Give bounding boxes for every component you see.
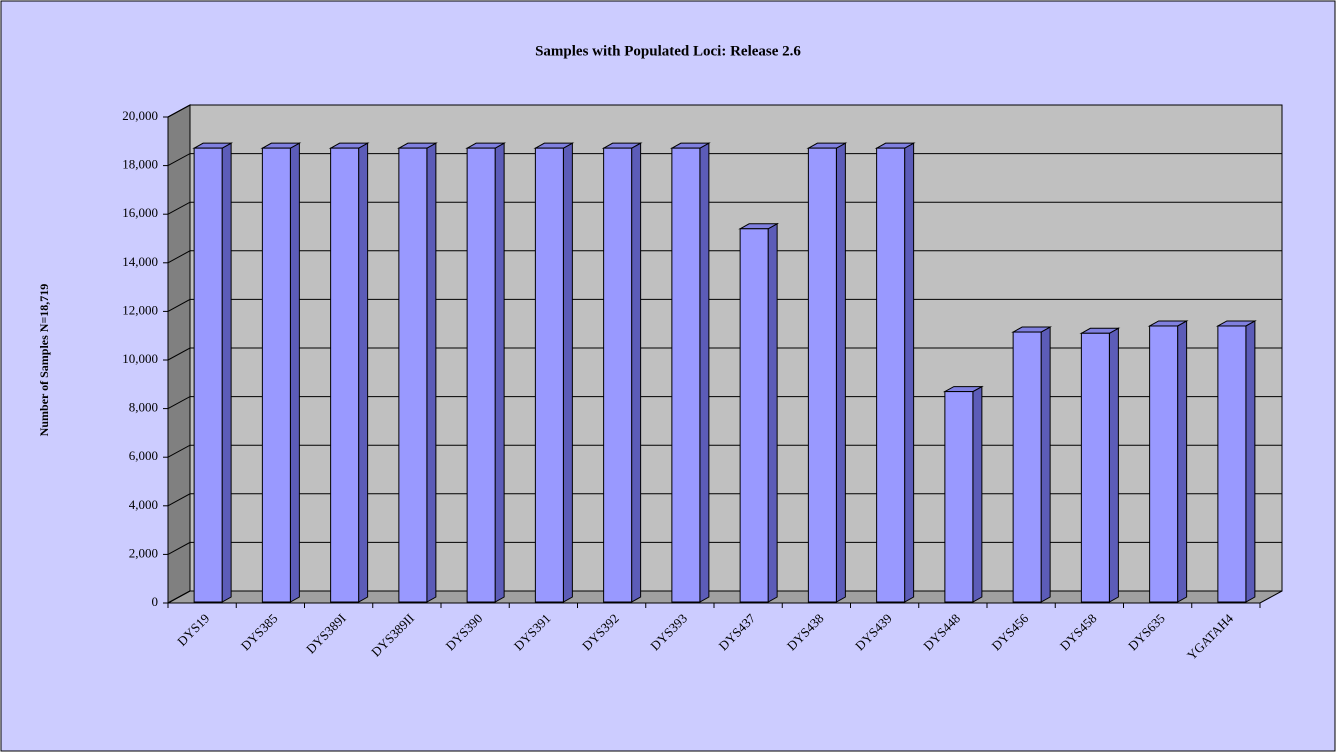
bar	[739, 228, 769, 603]
bar	[398, 147, 428, 603]
bar-side	[289, 142, 300, 603]
bar-side	[1177, 320, 1188, 603]
grid-line	[167, 104, 1282, 118]
bar	[1217, 325, 1247, 603]
y-tick-label: 10,000	[122, 351, 158, 366]
grid-line	[167, 201, 1282, 215]
bar	[807, 147, 837, 603]
y-tick-label: 4,000	[129, 497, 158, 512]
grid-line	[167, 444, 1282, 458]
bar	[193, 147, 223, 603]
bar-side	[699, 142, 710, 603]
y-tick-label: 14,000	[122, 254, 158, 269]
bar	[534, 147, 564, 603]
bar-side	[221, 142, 232, 603]
y-tick-label: 6,000	[129, 448, 158, 463]
y-tick-label: 0	[152, 594, 159, 609]
y-tick-label: 20,000	[122, 108, 158, 123]
grid-line	[167, 590, 1282, 604]
y-tick-label: 18,000	[122, 157, 158, 172]
grid-line	[167, 347, 1282, 361]
grid-line	[167, 541, 1282, 555]
bar-side	[1040, 326, 1051, 603]
bar	[603, 147, 633, 603]
bar	[261, 147, 291, 603]
bar	[1080, 332, 1110, 603]
bar	[466, 147, 496, 603]
grid-line	[167, 153, 1282, 167]
bar-side	[835, 142, 846, 603]
bar	[944, 391, 974, 603]
grid-line	[167, 396, 1282, 410]
chart-title: Samples with Populated Loci: Release 2.6	[535, 43, 801, 59]
grid-line	[167, 298, 1282, 312]
bar-side	[767, 222, 778, 603]
bar-side	[972, 385, 983, 603]
bar-side	[494, 142, 505, 603]
bar-side	[631, 142, 642, 603]
bar	[876, 147, 906, 603]
bar	[1149, 325, 1179, 603]
bar-side	[1108, 327, 1119, 603]
y-axis-label: Number of Samples N=18,719	[37, 284, 51, 437]
y-tick-label: 2,000	[129, 545, 158, 560]
bar-side	[562, 142, 573, 603]
grid-line	[167, 250, 1282, 264]
y-tick-label: 12,000	[122, 302, 158, 317]
bar-side	[426, 142, 437, 603]
bar	[1012, 331, 1042, 603]
grid-line	[167, 493, 1282, 507]
y-tick-label: 16,000	[122, 205, 158, 220]
bar-side	[904, 142, 915, 603]
bar-side	[1245, 320, 1256, 603]
y-tick-label: 8,000	[129, 400, 158, 415]
bar-side	[358, 142, 369, 603]
bar	[330, 147, 360, 603]
bar	[671, 147, 701, 603]
